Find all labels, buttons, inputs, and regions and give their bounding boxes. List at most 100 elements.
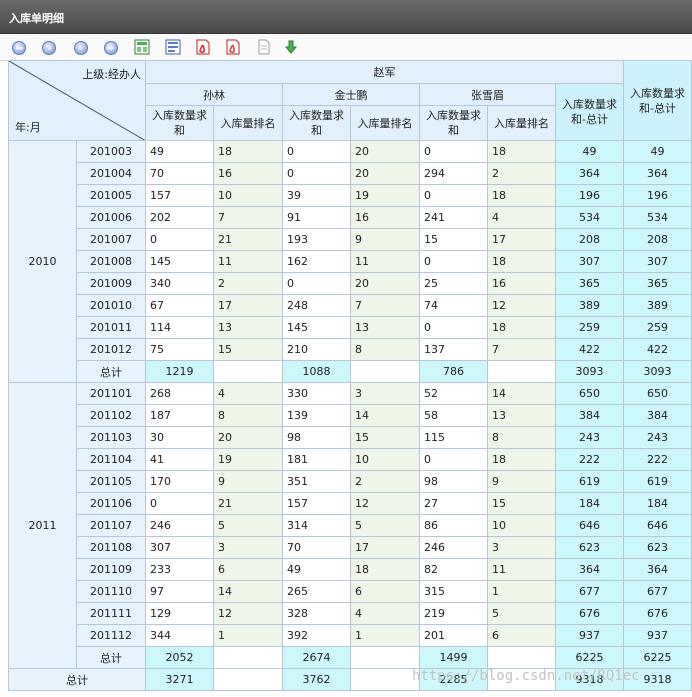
- value-cell: 676: [555, 602, 624, 625]
- value-cell: 222: [623, 448, 692, 471]
- value-cell: 676: [623, 602, 692, 625]
- grand-total-cell: 9318: [555, 668, 624, 691]
- value-cell: 97: [145, 580, 214, 603]
- print-pdf-button[interactable]: [225, 39, 241, 55]
- subtotal-cell: [487, 360, 556, 383]
- pdf-print-icon: [226, 39, 240, 55]
- first-page-button[interactable]: ◂◂: [12, 41, 26, 55]
- value-cell: 75: [145, 338, 214, 361]
- pivot-corner-header: 上级:经办人 年:月: [8, 60, 146, 141]
- value-cell: 2: [350, 470, 420, 493]
- month-cell: 201105: [76, 470, 146, 493]
- value-cell: 389: [623, 294, 692, 317]
- value-cell: 2: [213, 272, 283, 295]
- pivot-table: 上级:经办人 年:月 赵军 入库数量求和-总计 孙林 金士鹏 张雪眉 入库数量求…: [8, 60, 692, 691]
- value-cell: 619: [623, 470, 692, 493]
- export-pdf-button[interactable]: [195, 39, 211, 55]
- grand-total-cell: 9318: [623, 668, 692, 691]
- value-cell: 7: [350, 294, 420, 317]
- value-cell: 86: [419, 514, 488, 537]
- export-text-button[interactable]: [256, 39, 272, 55]
- value-cell: 202: [145, 206, 214, 229]
- table-row: 201004 70 16 0 20 294 2 364 364: [9, 162, 692, 185]
- value-cell: 20: [350, 272, 420, 295]
- sum-header: 入库数量求和: [282, 105, 351, 141]
- value-cell: 650: [623, 382, 692, 405]
- value-cell: 0: [419, 250, 488, 273]
- value-cell: 5: [487, 602, 556, 625]
- value-cell: 623: [623, 536, 692, 559]
- value-cell: 114: [145, 316, 214, 339]
- value-cell: 16: [213, 162, 283, 185]
- grand-total-cell: 3762: [282, 668, 351, 691]
- window-title: 入库单明细: [9, 12, 64, 25]
- value-cell: 422: [623, 338, 692, 361]
- value-cell: 241: [419, 206, 488, 229]
- month-cell: 201009: [76, 272, 146, 295]
- value-cell: 193: [282, 228, 351, 251]
- value-cell: 17: [487, 228, 556, 251]
- value-cell: 307: [623, 250, 692, 273]
- subtotal-cell: [213, 360, 283, 383]
- month-cell: 201110: [76, 580, 146, 603]
- value-cell: 196: [623, 184, 692, 207]
- value-cell: 4: [487, 206, 556, 229]
- value-cell: 650: [555, 382, 624, 405]
- month-cell: 201011: [76, 316, 146, 339]
- value-cell: 14: [350, 404, 420, 427]
- value-cell: 259: [555, 316, 624, 339]
- value-cell: 243: [623, 426, 692, 449]
- staff-header: 张雪眉: [419, 83, 556, 106]
- value-cell: 49: [623, 140, 692, 163]
- value-cell: 14: [487, 382, 556, 405]
- value-cell: 0: [282, 272, 351, 295]
- value-cell: 248: [282, 294, 351, 317]
- table-row: 201010 67 17 248 7 74 12 389 389: [9, 294, 692, 317]
- value-cell: 145: [282, 316, 351, 339]
- value-cell: 15: [487, 492, 556, 515]
- subtotal-label: 总计: [76, 360, 146, 383]
- year-cell: 2011: [8, 382, 77, 669]
- word-icon: [165, 39, 181, 55]
- value-cell: 364: [555, 558, 624, 581]
- value-cell: 1: [213, 624, 283, 647]
- export-excel-button[interactable]: [134, 39, 150, 55]
- export-word-button[interactable]: [165, 39, 181, 55]
- value-cell: 13: [213, 316, 283, 339]
- value-cell: 646: [555, 514, 624, 537]
- grand-total-row: 总计 3271 3762 2285 9318 9318: [8, 668, 692, 691]
- value-cell: 19: [213, 448, 283, 471]
- value-cell: 201: [419, 624, 488, 647]
- table-row: 201111 129 12 328 4 219 5 676 676: [9, 602, 692, 625]
- value-cell: 15: [213, 338, 283, 361]
- month-cell: 201106: [76, 492, 146, 515]
- prev-page-button[interactable]: ◂: [42, 41, 56, 55]
- value-cell: 0: [419, 140, 488, 163]
- value-cell: 0: [145, 228, 214, 251]
- value-cell: 13: [487, 404, 556, 427]
- value-cell: 17: [213, 294, 283, 317]
- subtotal-cell: 6225: [555, 646, 624, 669]
- value-cell: 49: [555, 140, 624, 163]
- value-cell: 67: [145, 294, 214, 317]
- download-button[interactable]: [283, 39, 299, 55]
- grand-total-cell: [213, 668, 283, 691]
- value-cell: 129: [145, 602, 214, 625]
- value-cell: 19: [350, 184, 420, 207]
- value-cell: 265: [282, 580, 351, 603]
- window-titlebar: 入库单明细: [0, 0, 692, 34]
- value-cell: 137: [419, 338, 488, 361]
- value-cell: 14: [213, 580, 283, 603]
- next-page-button[interactable]: ▸: [74, 41, 88, 55]
- value-cell: 9: [213, 470, 283, 493]
- subtotal-cell: 3093: [623, 360, 692, 383]
- value-cell: 18: [487, 250, 556, 273]
- subtotal-cell: 786: [419, 360, 488, 383]
- subtotal-cell: [487, 646, 556, 669]
- rank-header: 入库量排名: [350, 105, 420, 141]
- value-cell: 10: [487, 514, 556, 537]
- value-cell: 5: [213, 514, 283, 537]
- value-cell: 340: [145, 272, 214, 295]
- last-page-button[interactable]: ▸▸: [104, 41, 118, 55]
- value-cell: 21: [213, 492, 283, 515]
